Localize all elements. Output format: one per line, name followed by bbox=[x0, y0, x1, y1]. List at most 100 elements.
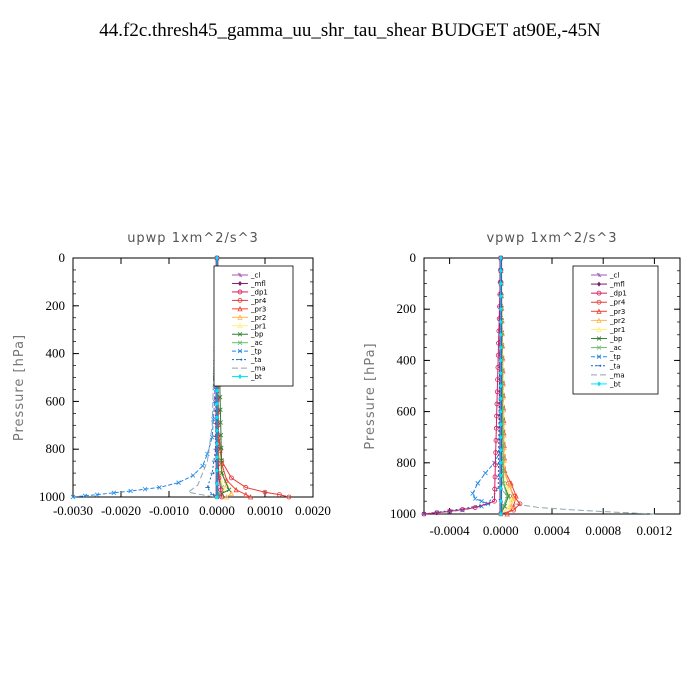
data-point bbox=[498, 332, 503, 338]
legend-entry: _cl bbox=[591, 272, 619, 280]
data-point bbox=[128, 488, 133, 494]
y-tick-label: 400 bbox=[397, 352, 417, 367]
legend-entry: _pr4 bbox=[591, 299, 626, 307]
x-tick-label: 0.0012 bbox=[637, 523, 673, 538]
data-point bbox=[498, 460, 503, 466]
legend-label: _ta bbox=[250, 356, 262, 364]
legend-label: _pr1 bbox=[250, 322, 266, 330]
legend-marker bbox=[597, 281, 601, 287]
legend-label: _dp1 bbox=[250, 288, 268, 296]
data-point bbox=[243, 491, 249, 498]
data-point bbox=[498, 447, 503, 453]
legend-entry: _bt bbox=[232, 373, 262, 381]
legend-label: _ac bbox=[609, 344, 622, 352]
legend-entry: _dp1 bbox=[232, 288, 268, 296]
data-point bbox=[492, 486, 498, 492]
legend: _cl_mfl_dp1_pr4_pr3_pr2_pr1_bp_ac_tp_ta_… bbox=[572, 265, 659, 395]
data-point bbox=[215, 414, 219, 420]
data-point bbox=[223, 494, 230, 500]
data-point bbox=[190, 473, 196, 478]
legend-label: _tp bbox=[250, 348, 262, 356]
series-tp bbox=[421, 255, 504, 517]
data-point bbox=[492, 462, 498, 468]
legend-entry: _bt bbox=[591, 380, 621, 388]
legend-entry: _mfl bbox=[591, 281, 625, 289]
legend-entry: _pr2 bbox=[591, 317, 625, 325]
data-point bbox=[493, 437, 499, 443]
series-ma bbox=[186, 257, 218, 498]
data-point bbox=[226, 487, 232, 493]
data-point bbox=[504, 485, 510, 491]
data-point bbox=[157, 485, 162, 490]
data-point bbox=[111, 490, 117, 496]
series-line bbox=[186, 257, 218, 498]
legend-label: _cl bbox=[250, 272, 260, 280]
data-point bbox=[434, 510, 440, 516]
data-point bbox=[459, 507, 465, 512]
legend-marker bbox=[597, 381, 601, 387]
data-point bbox=[228, 475, 234, 481]
legend-marker bbox=[238, 358, 243, 361]
data-point bbox=[498, 485, 503, 491]
legend-marker bbox=[596, 326, 602, 332]
legend-label: _bt bbox=[609, 380, 621, 388]
data-point bbox=[215, 467, 219, 473]
data-point bbox=[262, 489, 268, 495]
y-tick-label: 0 bbox=[59, 250, 66, 265]
data-point bbox=[505, 504, 512, 510]
legend-entry: _ac bbox=[232, 339, 263, 347]
legend-label: _pr1 bbox=[609, 326, 625, 334]
data-point bbox=[483, 470, 488, 476]
data-point bbox=[215, 255, 219, 261]
legend-marker bbox=[238, 280, 242, 286]
legend-label: _cl bbox=[609, 272, 619, 280]
data-point bbox=[215, 388, 219, 394]
legend-marker bbox=[596, 272, 602, 278]
data-point bbox=[513, 493, 519, 499]
data-point bbox=[498, 319, 503, 325]
y-tick-label: 800 bbox=[397, 455, 417, 470]
data-point bbox=[176, 480, 181, 485]
data-point bbox=[504, 511, 510, 517]
data-point bbox=[82, 493, 88, 499]
data-point bbox=[479, 498, 484, 504]
data-point bbox=[494, 389, 500, 395]
legend-marker bbox=[237, 331, 243, 337]
legend-label: _ac bbox=[250, 339, 263, 347]
legend-marker bbox=[237, 322, 243, 329]
data-point bbox=[517, 501, 523, 507]
chart-panel-1: upwp 1xm^2/s^3 Pressure [hPa] 0 200 400 600 80… bbox=[12, 231, 331, 518]
data-point bbox=[498, 473, 503, 479]
legend-marker bbox=[237, 340, 243, 345]
data-point bbox=[215, 401, 219, 407]
legend-entry: _ma bbox=[232, 365, 266, 373]
series-line bbox=[423, 258, 502, 515]
series-line bbox=[423, 257, 502, 515]
series-line bbox=[423, 257, 502, 515]
data-point bbox=[94, 492, 100, 497]
legend-label: _tp bbox=[609, 353, 621, 361]
data-point bbox=[142, 486, 148, 492]
data-point bbox=[215, 481, 219, 487]
data-point bbox=[510, 503, 517, 509]
series-line bbox=[72, 257, 218, 498]
data-point bbox=[504, 493, 510, 499]
y-tick-label: 200 bbox=[46, 298, 66, 313]
y-axis-label: Pressure [hPa] bbox=[12, 334, 27, 441]
legend-marker bbox=[596, 354, 602, 359]
legend-entry: _tp bbox=[591, 353, 621, 361]
legend-entry: _bp bbox=[232, 331, 264, 339]
data-point bbox=[247, 494, 254, 500]
legend-label: _bp bbox=[609, 335, 623, 343]
data-point bbox=[493, 450, 499, 455]
data-point bbox=[498, 370, 503, 376]
legend-marker bbox=[237, 272, 243, 278]
data-point bbox=[508, 480, 514, 486]
data-point bbox=[223, 482, 230, 488]
legend-label: _ta bbox=[609, 362, 621, 370]
data-point bbox=[276, 492, 282, 498]
x-tick-label: 0.0000 bbox=[199, 503, 235, 518]
legend-marker bbox=[596, 317, 602, 323]
data-point bbox=[228, 490, 235, 496]
legend-label: _ma bbox=[250, 365, 266, 373]
